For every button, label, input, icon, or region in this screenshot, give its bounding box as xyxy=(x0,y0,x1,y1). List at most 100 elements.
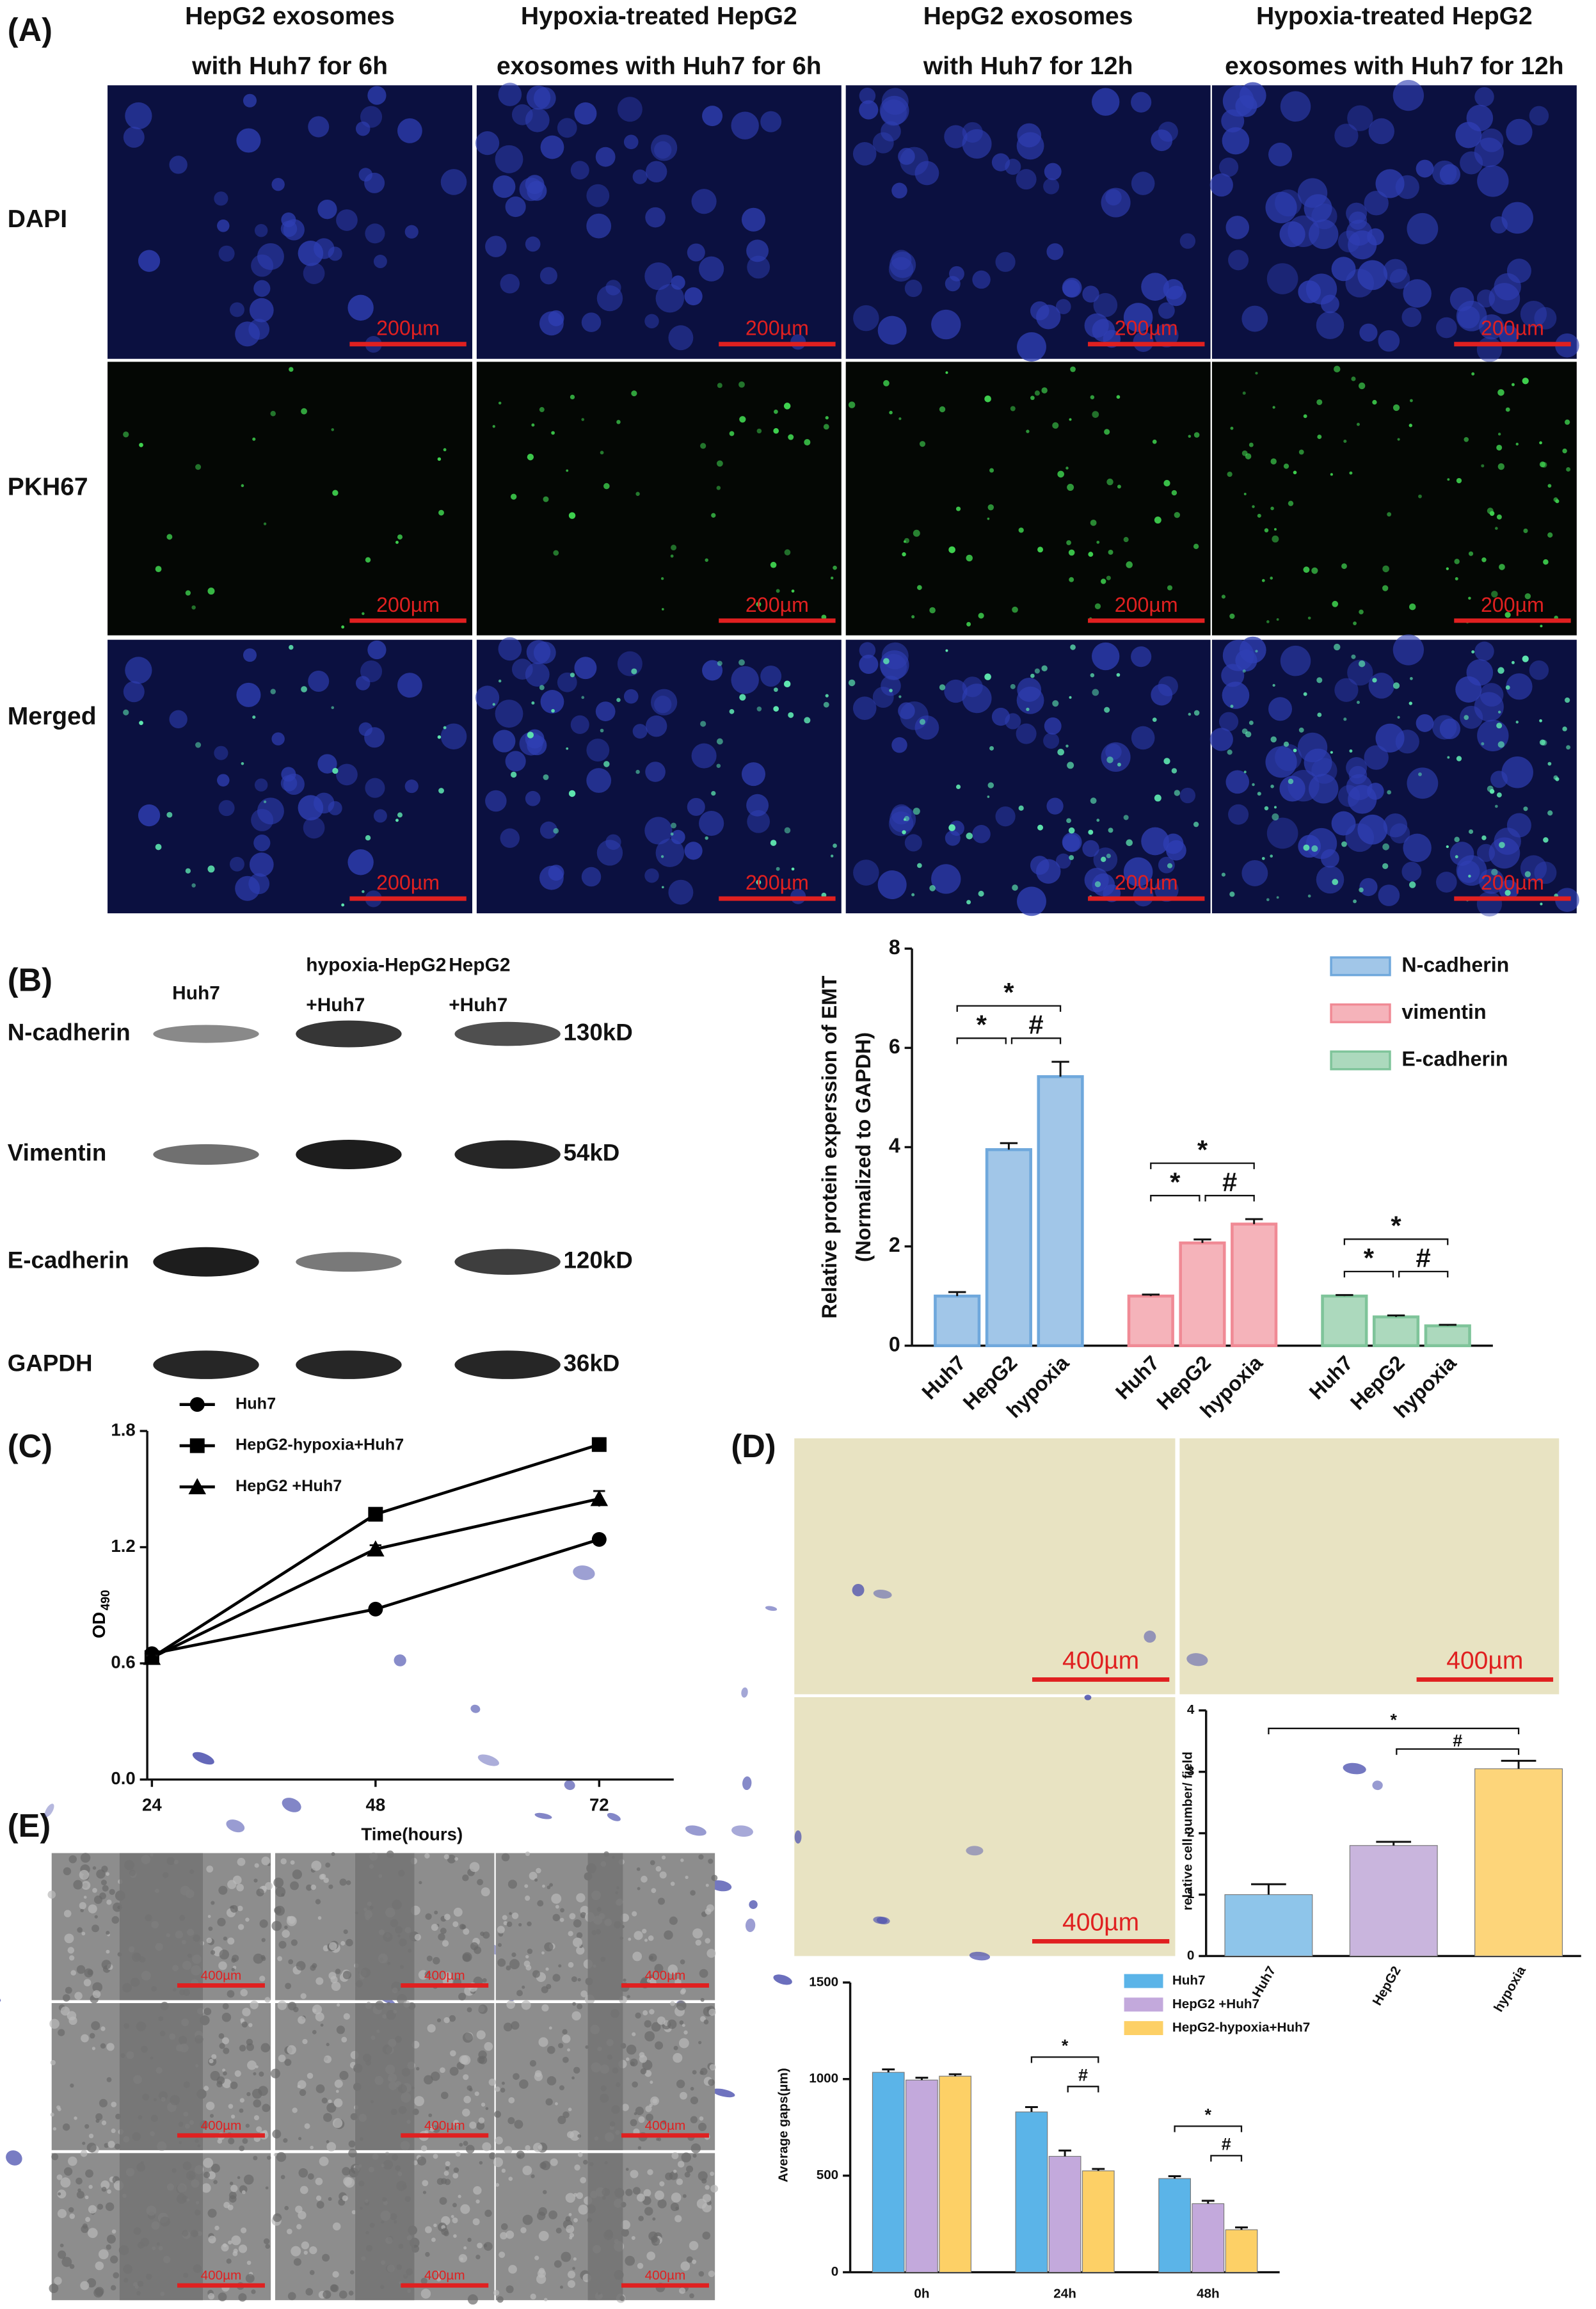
micrograph xyxy=(108,85,472,359)
cell xyxy=(661,1855,666,1860)
vesicle xyxy=(989,746,994,751)
vesicle xyxy=(1167,863,1173,868)
vesicle xyxy=(700,443,706,449)
cell xyxy=(544,2297,548,2301)
cell xyxy=(302,2038,308,2045)
vesicle xyxy=(1543,559,1549,565)
vesicle xyxy=(155,566,162,572)
vesicle xyxy=(1069,855,1074,861)
vesicle xyxy=(1249,442,1254,447)
cell xyxy=(226,2258,232,2264)
vesicle xyxy=(776,867,780,871)
cell xyxy=(218,2033,225,2039)
vesicle xyxy=(1273,806,1277,809)
bar xyxy=(1225,2229,1258,2273)
cell xyxy=(348,2148,357,2158)
nucleus xyxy=(596,285,623,312)
vesicle xyxy=(1264,528,1269,532)
vesicle xyxy=(1382,585,1389,591)
vesicle xyxy=(987,782,994,788)
vesicle xyxy=(1496,723,1503,729)
cell xyxy=(239,2098,244,2103)
cell xyxy=(572,2267,575,2270)
cell xyxy=(664,1930,673,1940)
cell xyxy=(552,1974,561,1982)
nucleus xyxy=(1436,317,1457,339)
vesicle xyxy=(738,381,745,388)
nucleus xyxy=(540,135,564,159)
nucleus xyxy=(1046,797,1064,815)
cell xyxy=(632,1911,637,1917)
nucleus xyxy=(314,238,335,259)
cell xyxy=(534,1878,538,1882)
cell xyxy=(485,2107,489,2111)
cell xyxy=(245,2274,255,2283)
vesicle xyxy=(833,565,837,570)
vesicle xyxy=(1397,438,1400,441)
nucleus xyxy=(1401,861,1422,882)
y-tick-label: 4 xyxy=(1187,1702,1195,1717)
vesicle xyxy=(1163,758,1170,765)
cell xyxy=(67,1947,75,1954)
cell xyxy=(101,1960,111,1970)
vesicle xyxy=(1283,741,1289,747)
vesicle xyxy=(1468,596,1471,600)
vesicle xyxy=(774,687,778,692)
nucleus xyxy=(1364,191,1389,216)
cell xyxy=(469,1862,480,1873)
cell xyxy=(607,1812,621,1821)
vesicle xyxy=(1491,591,1498,598)
cell xyxy=(237,2176,241,2179)
nucleus xyxy=(498,83,522,106)
cell xyxy=(323,2113,333,2122)
scale-bar-label: 400µm xyxy=(1062,1647,1139,1674)
vesicle xyxy=(978,612,984,619)
nucleus xyxy=(1383,259,1408,284)
nucleus xyxy=(1506,118,1533,146)
cell xyxy=(343,2013,350,2020)
cell xyxy=(562,2034,571,2043)
cell xyxy=(472,2218,480,2226)
vesicle xyxy=(1123,815,1129,820)
cell xyxy=(58,2192,61,2196)
vesicle xyxy=(1446,845,1449,849)
cell xyxy=(270,2068,280,2079)
vesicle xyxy=(898,417,902,420)
nucleus xyxy=(645,715,667,737)
nucleus xyxy=(257,243,284,270)
cell xyxy=(439,2197,447,2205)
cell xyxy=(657,2137,662,2141)
cell xyxy=(290,1860,295,1865)
cell xyxy=(966,1846,984,1856)
vesicle xyxy=(898,695,902,698)
vesicle xyxy=(1030,395,1035,401)
nucleus xyxy=(644,262,673,291)
cell xyxy=(445,2161,451,2167)
y-tick-label: 3 xyxy=(1187,1764,1194,1778)
vesicle xyxy=(1193,432,1200,438)
cell xyxy=(463,2095,472,2104)
nucleus xyxy=(248,319,270,340)
nucleus xyxy=(308,116,330,138)
vesicle xyxy=(1341,563,1347,570)
cell xyxy=(560,1908,564,1913)
vesicle xyxy=(362,890,365,893)
micrograph xyxy=(494,2000,716,2155)
cell xyxy=(548,2210,557,2219)
cell xyxy=(630,2061,635,2066)
cell xyxy=(70,2083,74,2088)
cell xyxy=(506,2230,515,2239)
cell xyxy=(571,2076,575,2080)
cell xyxy=(674,2215,682,2223)
vesicle xyxy=(241,762,244,765)
vesicle xyxy=(1418,494,1422,499)
cell xyxy=(678,2287,686,2294)
cell xyxy=(287,2001,297,2011)
cell xyxy=(273,2153,278,2157)
cell xyxy=(516,1990,523,1997)
vesicle xyxy=(1272,813,1279,821)
vesicle xyxy=(1152,717,1157,722)
legend-label: HepG2-hypoxia+Huh7 xyxy=(235,1436,404,1454)
cell xyxy=(92,1888,97,1893)
vesicle xyxy=(603,483,610,490)
